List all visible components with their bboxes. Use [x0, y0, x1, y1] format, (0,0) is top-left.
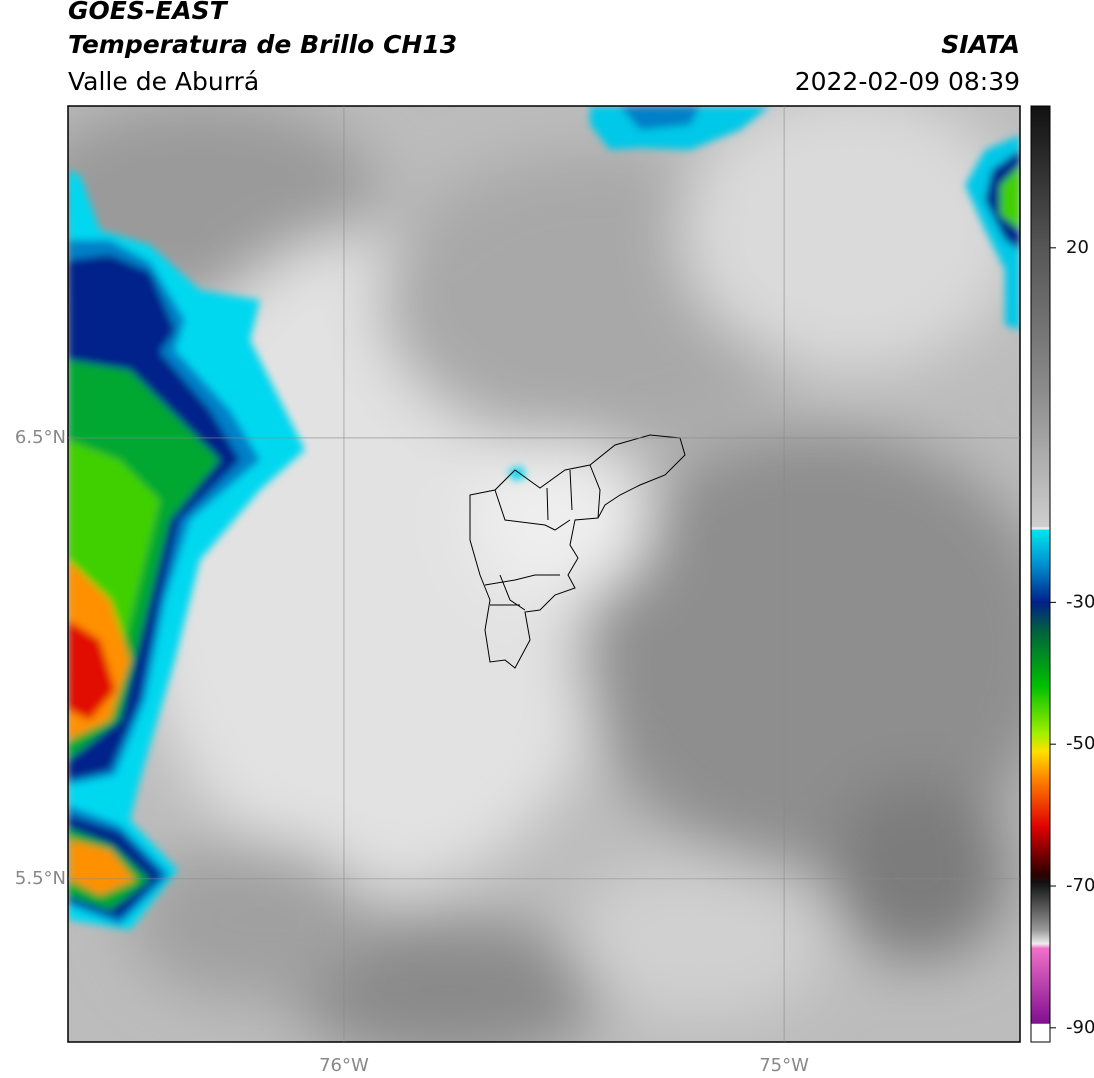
- subtitle: Temperatura de Brillo CH13: [68, 30, 457, 59]
- colorbar-tick-label: -90: [1066, 1017, 1094, 1038]
- colorbar-frame: [1030, 105, 1051, 1043]
- y-tick-label: 5.5°N: [15, 868, 66, 889]
- colorbar-tick-label: 20: [1066, 237, 1089, 258]
- colorbar-tick-label: -70: [1066, 875, 1094, 896]
- datetime: 2022-02-09 08:39: [795, 67, 1020, 96]
- satellite-image: [68, 106, 1020, 1042]
- y-tick-label: 6.5°N: [15, 427, 66, 448]
- x-tick-label: 75°W: [759, 1055, 809, 1076]
- map-frame: [67, 105, 1021, 1043]
- source: SIATA: [941, 30, 1020, 59]
- colorbar: [1031, 106, 1050, 1042]
- x-tick-label: 76°W: [319, 1055, 369, 1076]
- colorbar-tick-label: -50: [1066, 733, 1094, 754]
- colorbar-tick-label: -30: [1066, 591, 1094, 612]
- region: Valle de Aburrá: [68, 67, 259, 96]
- title: GOES-EAST: [68, 0, 229, 25]
